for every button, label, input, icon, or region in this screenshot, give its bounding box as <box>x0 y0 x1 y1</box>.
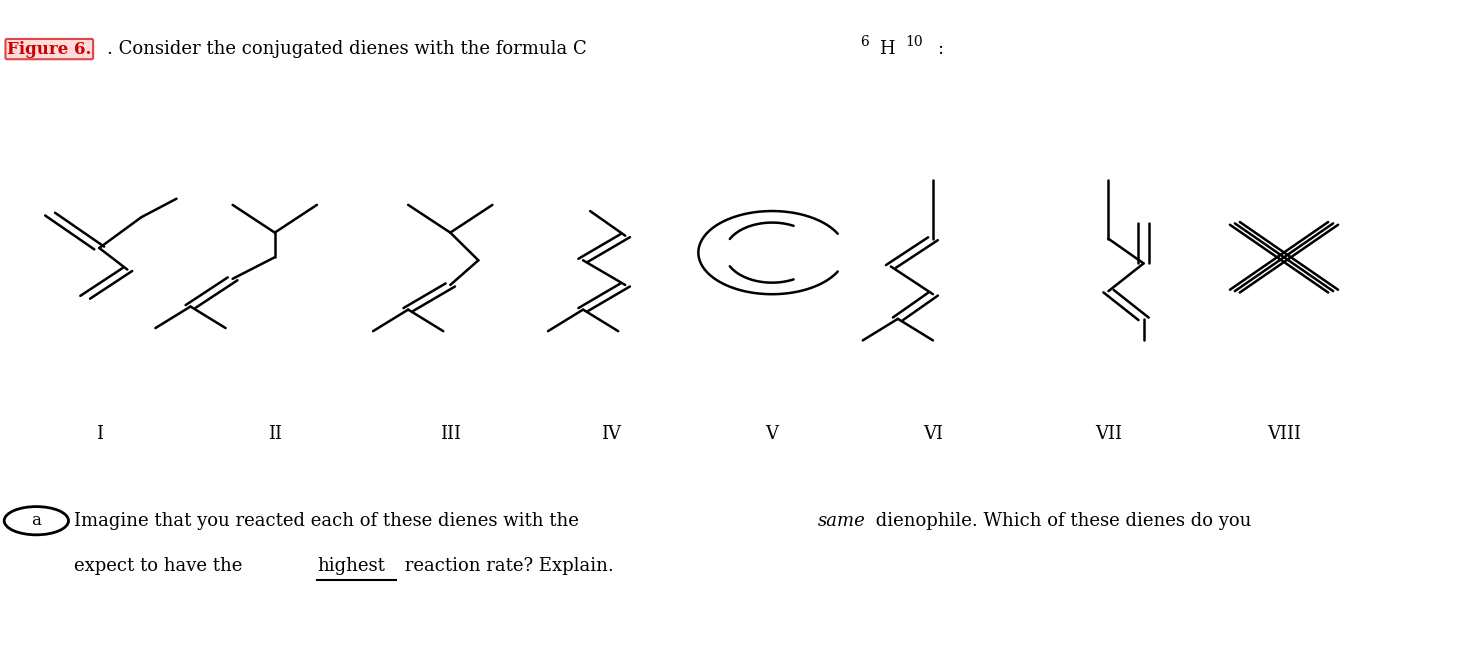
Text: Figure 6.: Figure 6. <box>7 40 91 58</box>
Text: . Consider the conjugated dienes with the formula C: . Consider the conjugated dienes with th… <box>106 40 587 58</box>
Text: II: II <box>268 425 282 443</box>
Text: same: same <box>818 512 865 530</box>
Text: expect to have the: expect to have the <box>75 556 249 575</box>
Text: highest: highest <box>318 556 385 575</box>
Text: dienophile. Which of these dienes do you: dienophile. Which of these dienes do you <box>869 512 1252 530</box>
Text: a: a <box>31 512 41 529</box>
Text: VII: VII <box>1094 425 1122 443</box>
Text: V: V <box>765 425 778 443</box>
Text: Imagine that you reacted each of these dienes with the: Imagine that you reacted each of these d… <box>75 512 585 530</box>
Text: 10: 10 <box>905 35 922 49</box>
Text: H: H <box>878 40 894 58</box>
Text: IV: IV <box>602 425 621 443</box>
Text: III: III <box>440 425 460 443</box>
Text: :: : <box>937 40 943 58</box>
Text: VIII: VIII <box>1267 425 1300 443</box>
Text: VI: VI <box>922 425 943 443</box>
Text: 6: 6 <box>861 35 868 49</box>
Text: reaction rate? Explain.: reaction rate? Explain. <box>399 556 613 575</box>
Text: I: I <box>96 425 103 443</box>
